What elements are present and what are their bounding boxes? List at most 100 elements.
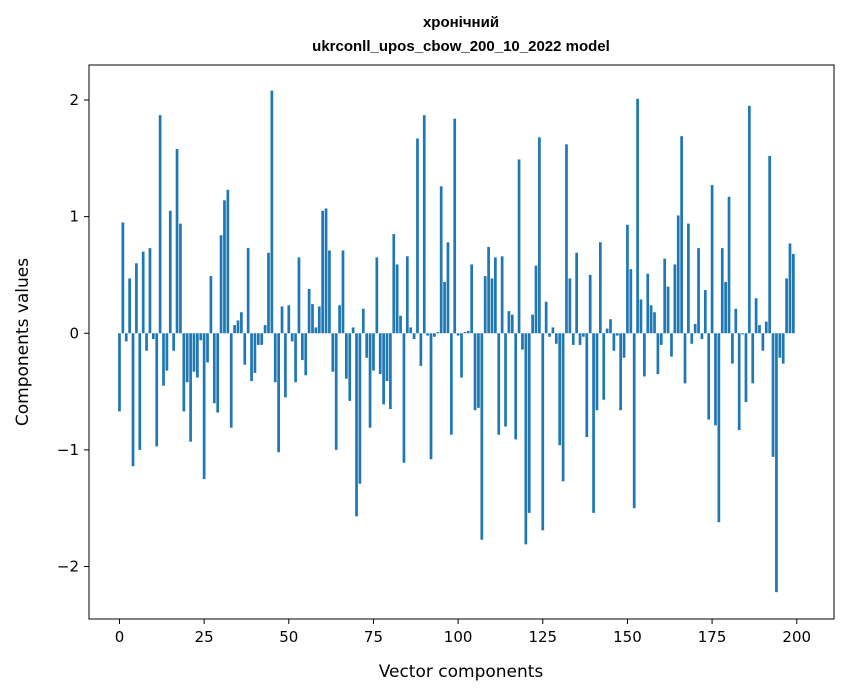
bar-199 <box>792 253 795 334</box>
bar-27 <box>209 276 213 334</box>
bar-49 <box>284 333 287 398</box>
bar-96 <box>443 281 446 334</box>
bar-162 <box>666 286 670 334</box>
bar-142 <box>598 242 602 334</box>
bar-185 <box>744 333 748 403</box>
bar-87 <box>412 333 416 340</box>
bar-152 <box>632 333 636 509</box>
bar-166 <box>680 136 683 334</box>
bar-160 <box>659 333 663 345</box>
bar-40 <box>253 333 257 373</box>
bar-128 <box>551 327 555 334</box>
bar-66 <box>341 250 345 334</box>
bar-77 <box>378 333 382 375</box>
bar-22 <box>192 333 196 372</box>
bar-183 <box>737 333 741 431</box>
bar-105 <box>473 333 477 411</box>
bar-91 <box>426 333 429 336</box>
y-axis-label: Components values <box>13 258 33 426</box>
bar-158 <box>653 312 656 334</box>
bar-1 <box>121 222 125 334</box>
bar-134 <box>571 333 575 345</box>
bar-100 <box>456 333 460 336</box>
bar-191 <box>764 321 768 334</box>
bar-65 <box>338 305 341 334</box>
bar-93 <box>433 333 436 337</box>
bar-5 <box>135 263 138 334</box>
bar-127 <box>548 333 551 337</box>
bar-44 <box>267 252 270 334</box>
bar-38 <box>246 248 250 334</box>
bar-90 <box>422 115 426 334</box>
bar-7 <box>141 251 145 334</box>
bar-104 <box>470 264 474 334</box>
bar-95 <box>439 186 443 334</box>
bar-2 <box>124 333 128 342</box>
x-tick-label: 0 <box>115 628 125 646</box>
bar-35 <box>236 320 240 334</box>
plot-frame <box>88 64 835 620</box>
bar-155 <box>643 333 646 377</box>
bar-30 <box>219 235 223 334</box>
bar-73 <box>365 333 369 358</box>
bar-52 <box>294 333 297 383</box>
bar-140 <box>592 333 595 513</box>
bar-62 <box>328 250 331 334</box>
bar-71 <box>358 333 362 484</box>
bar-116 <box>510 314 514 334</box>
bar-79 <box>385 333 389 382</box>
bar-112 <box>497 333 501 435</box>
bar-28 <box>212 333 216 404</box>
bar-129 <box>554 333 558 344</box>
bar-61 <box>324 208 328 334</box>
bar-114 <box>504 333 507 427</box>
bar-198 <box>788 243 792 334</box>
bar-56 <box>307 288 311 334</box>
bar-33 <box>229 333 233 428</box>
bar-58 <box>314 327 318 334</box>
bars-group <box>118 90 795 593</box>
x-tick-label: 175 <box>698 628 727 646</box>
bar-141 <box>595 333 599 411</box>
bar-120 <box>524 333 528 545</box>
bar-144 <box>605 328 609 334</box>
bar-92 <box>429 333 433 460</box>
bar-26 <box>206 333 209 363</box>
x-axis: 0 25 50 75 100 125 150 175 200 <box>115 619 811 646</box>
bar-190 <box>761 333 765 351</box>
bar-165 <box>676 215 680 334</box>
bar-97 <box>446 242 450 334</box>
x-tick-label: 125 <box>528 628 557 646</box>
bar-180 <box>727 196 731 334</box>
bar-170 <box>693 323 697 334</box>
bar-138 <box>585 333 589 438</box>
bar-32 <box>226 189 230 334</box>
bar-135 <box>575 252 578 334</box>
bar-153 <box>636 98 639 334</box>
bar-151 <box>629 269 633 334</box>
y-tick-label: −2 <box>57 558 79 576</box>
bar-15 <box>168 210 172 334</box>
bar-169 <box>690 333 694 344</box>
bar-8 <box>145 333 148 351</box>
bar-184 <box>741 333 744 335</box>
bar-94 <box>436 332 440 334</box>
bar-157 <box>649 305 653 334</box>
bar-72 <box>361 308 365 334</box>
bar-148 <box>619 333 623 411</box>
bar-64 <box>334 333 338 450</box>
bar-86 <box>409 327 413 334</box>
bar-37 <box>243 333 247 365</box>
bar-45 <box>270 90 274 334</box>
bar-189 <box>758 325 761 334</box>
bar-176 <box>714 333 717 426</box>
bar-76 <box>375 257 379 334</box>
bar-130 <box>558 333 562 446</box>
x-tick-label: 75 <box>364 628 383 646</box>
bar-31 <box>223 200 226 334</box>
bar-9 <box>148 248 152 334</box>
bar-177 <box>717 333 721 523</box>
bar-119 <box>521 333 524 350</box>
bar-102 <box>463 332 467 334</box>
bar-88 <box>416 138 419 334</box>
